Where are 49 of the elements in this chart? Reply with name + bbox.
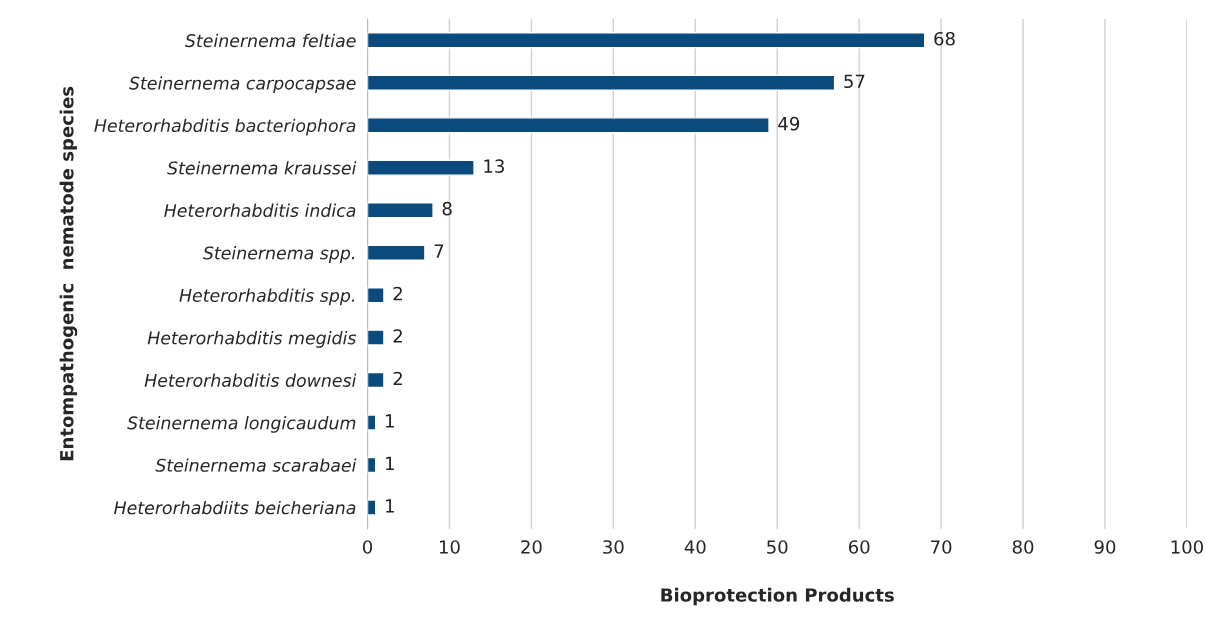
data-label: 1 [386,499,394,513]
data-label: 13 [484,159,504,173]
bar [367,32,926,49]
y-axis-title: Entompathogenic nematode species [59,86,78,461]
x-tick-label: 20 [521,540,542,554]
data-label: 49 [778,116,800,131]
data-label: 1 [386,414,394,428]
y-tick-label: Heterorhabdiits beicheriana [114,500,356,515]
y-tick-label: Steinernema carpocapsae [129,76,356,94]
y-tick-label: Steinernema longicaudum [127,415,356,433]
bar [367,159,475,176]
x-tick-label: 10 [439,540,460,554]
x-axis-title: Bioprotection Products [661,587,894,606]
x-tick-label: 80 [1012,540,1034,554]
y-tick-label: Steinernema spp. [203,246,355,263]
bar [367,202,434,219]
y-tick-label: Heterorhabditis downesi [144,373,357,387]
bar [367,244,426,261]
x-tick-label: 60 [848,540,870,554]
y-tick-label: Steinernema scarabaei [155,458,357,472]
x-tick-label: 40 [684,540,706,554]
bar [367,371,385,389]
y-tick-label: Heterorhabditis megidis [147,331,357,348]
x-tick-label: 0 [362,540,373,554]
y-tick-label: Heterorhabditis bacteriophora [94,118,356,136]
bar [367,414,377,431]
x-tick-label: 50 [767,540,788,554]
bar [367,287,385,304]
data-label: 2 [393,329,402,343]
data-label: 7 [434,244,444,258]
x-tick-label: 30 [603,540,624,554]
data-label: 2 [393,286,402,301]
data-label: 57 [844,74,865,89]
data-label: 2 [393,371,402,386]
bar [367,74,836,91]
y-tick-label: Steinernema feltiae [185,33,356,48]
bar [367,117,770,134]
y-tick-label: Steinernema kraussei [167,161,357,175]
x-tick-label: 70 [931,540,952,554]
bar [367,329,385,346]
data-label: 68 [934,31,955,46]
x-tick-label: 90 [1094,540,1116,554]
y-tick-label: Heterorhabditis spp. [179,288,355,306]
data-label: 1 [386,456,394,470]
data-label: 8 [442,201,452,216]
bar [367,456,377,474]
bar [367,499,377,516]
x-tick-label: 100 [1171,540,1203,554]
y-tick-label: Heterorhabditis indica [164,203,356,218]
